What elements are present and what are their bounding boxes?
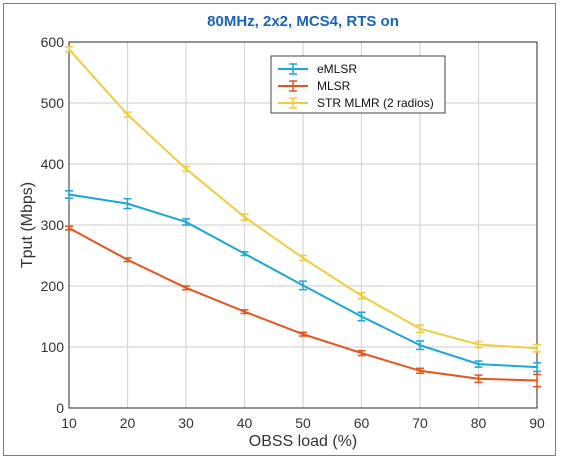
- data-point: [243, 252, 246, 255]
- x-axis-label: OBSS load (%): [249, 433, 357, 450]
- data-point: [535, 347, 539, 350]
- y-tick-label: 300: [41, 217, 65, 233]
- data-point: [418, 369, 422, 372]
- series-1: [65, 225, 541, 388]
- y-tick-label: 100: [41, 339, 65, 355]
- x-tick-label: 40: [237, 415, 253, 431]
- data-point: [418, 343, 422, 347]
- data-point: [301, 332, 305, 336]
- data-point: [477, 362, 480, 366]
- data-point: [360, 351, 363, 355]
- x-tick-label: 10: [61, 415, 77, 431]
- data-point: [67, 48, 71, 51]
- data-point: [67, 193, 71, 196]
- y-tick-label: 200: [41, 278, 65, 294]
- x-tick-label: 80: [471, 415, 487, 431]
- chart-title: 80MHz, 2x2, MCS4, RTS on: [207, 13, 399, 30]
- y-tick-label: 0: [56, 400, 64, 416]
- y-tick-label: 400: [41, 156, 65, 172]
- data-point: [360, 315, 363, 318]
- legend-item: MLSR: [278, 79, 351, 93]
- y-tick-label: 600: [41, 34, 65, 50]
- x-tick-label: 50: [295, 415, 311, 431]
- legend-label: eMLSR: [317, 62, 357, 76]
- y-tick-label: 500: [41, 95, 65, 111]
- data-point: [301, 256, 305, 260]
- x-axis-ticks: 10 20 30 40 50 60 70 80 90: [61, 415, 545, 431]
- legend: eMLSR MLSR STR MLMR (2 radios): [270, 55, 446, 114]
- legend-label: MLSR: [317, 79, 351, 93]
- chart-frame: [3, 3, 556, 456]
- data-point: [184, 220, 188, 224]
- data-point: [360, 294, 363, 297]
- data-point: [477, 377, 480, 380]
- data-point: [301, 284, 305, 287]
- legend-label: STR MLMR (2 radios): [317, 96, 434, 110]
- data-point: [184, 167, 188, 171]
- data-point: [126, 113, 129, 116]
- x-tick-label: 60: [354, 415, 370, 431]
- data-point: [535, 365, 539, 369]
- data-point: [184, 286, 188, 290]
- data-point: [535, 379, 539, 382]
- x-tick-label: 20: [120, 415, 136, 431]
- x-tick-label: 30: [178, 415, 194, 431]
- data-point: [418, 327, 422, 330]
- data-point: [243, 215, 246, 219]
- series-group: [65, 46, 541, 388]
- data-point: [126, 202, 129, 205]
- x-tick-label: 90: [529, 415, 545, 431]
- data-point: [243, 310, 246, 313]
- data-point: [67, 226, 71, 230]
- legend-item: eMLSR: [278, 62, 357, 76]
- data-point: [126, 258, 129, 261]
- y-axis-label: Tput (Mbps): [19, 182, 36, 268]
- y-axis-ticks: 0 100 200 300 400 500 600: [41, 34, 65, 416]
- plot-area-border: [68, 41, 538, 409]
- legend-item: STR MLMR (2 radios): [278, 96, 434, 110]
- data-point: [477, 343, 480, 346]
- series-2: [65, 46, 541, 353]
- x-tick-label: 70: [412, 415, 428, 431]
- series-0: [65, 190, 541, 373]
